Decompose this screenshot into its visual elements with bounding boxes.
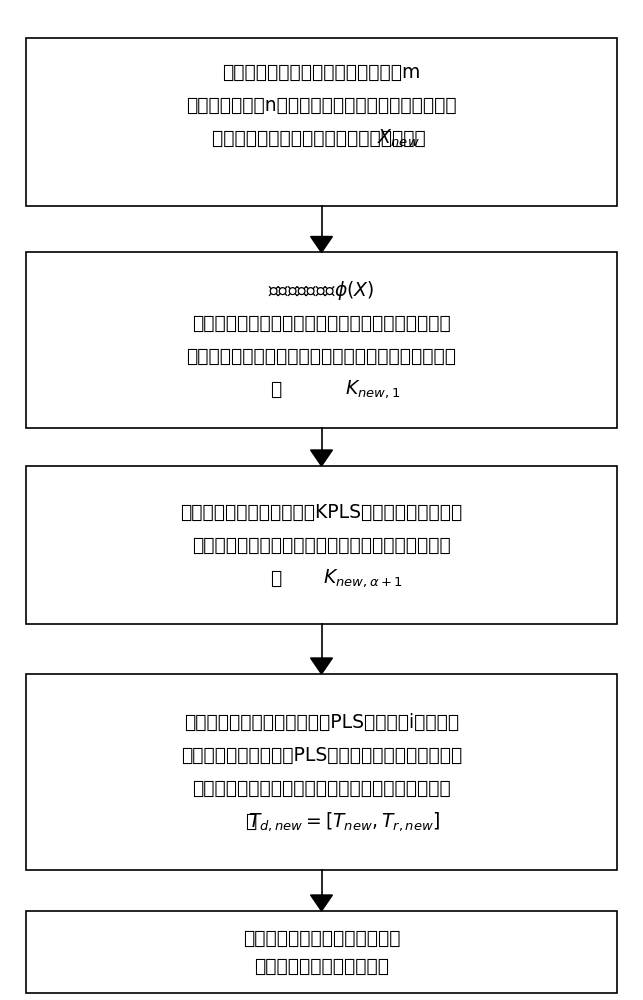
Polygon shape: [311, 450, 332, 466]
Text: $T_{d,new}=\left[T_{new},T_{r,new}\right]$: $T_{d,new}=\left[T_{new},T_{r,new}\right…: [248, 810, 440, 833]
Bar: [26, 252, 617, 428]
Text: 利用非线性变换$\phi(X)$: 利用非线性变换$\phi(X)$: [268, 279, 375, 302]
Text: 计算采样数据的过程监测统计量: 计算采样数据的过程监测统计量: [243, 928, 400, 948]
Text: $X_{new}$: $X_{new}$: [377, 128, 420, 149]
Text: $K_{new,\alpha+1}$: $K_{new,\alpha+1}$: [323, 567, 403, 589]
Text: 元: 元: [246, 812, 269, 831]
Bar: [26, 38, 617, 206]
Text: $K_{new,1}$: $K_{new,1}$: [345, 379, 401, 400]
Polygon shape: [311, 236, 332, 252]
Text: 进行标准化处理，得到预处理后的采样数据: 进行标准化处理，得到预处理后的采样数据: [212, 129, 431, 148]
Polygon shape: [311, 895, 332, 911]
Bar: [26, 674, 617, 870]
Text: 对预处理后的采样数据进行KPLS运算，求得预处理后: 对预处理后的采样数据进行KPLS运算，求得预处理后: [181, 502, 462, 522]
Text: 阵: 阵: [271, 568, 294, 587]
Text: 阵: 阵: [271, 380, 294, 399]
Text: 的采样数据的主元和经过次迭代后的采样数据的核矩: 的采样数据的主元和经过次迭代后的采样数据的核矩: [192, 536, 451, 554]
Bar: [26, 911, 617, 993]
Text: 求得该高维特征空间的PLS残差中与输出变量相关的变: 求得该高维特征空间的PLS残差中与输出变量相关的变: [181, 746, 462, 765]
Text: 和采样数据的平方预测误差: 和采样数据的平方预测误差: [254, 956, 389, 976]
Polygon shape: [311, 658, 332, 674]
Text: 将预处理后的采样数据映射到采样数据的高维特征空: 将预处理后的采样数据映射到采样数据的高维特征空: [192, 314, 451, 333]
Text: 异及其主元，获得采样数据的新的高维特征空间的主: 异及其主元，获得采样数据的新的高维特征空间的主: [192, 779, 451, 798]
Text: 令采样数据的高维特征空间的PLS残差中有i个主元，: 令采样数据的高维特征空间的PLS残差中有i个主元，: [184, 713, 459, 732]
Text: 个采样数据进行n次采样，得到采样数据矩阵，并对其: 个采样数据进行n次采样，得到采样数据矩阵，并对其: [186, 96, 457, 115]
Text: 间，利用径向基内积核函数，求出采样数据的初始核矩: 间，利用径向基内积核函数，求出采样数据的初始核矩: [186, 347, 457, 366]
Text: 工业过程的输入变量的采样数据：对m: 工业过程的输入变量的采样数据：对m: [222, 63, 421, 82]
Bar: [26, 466, 617, 624]
